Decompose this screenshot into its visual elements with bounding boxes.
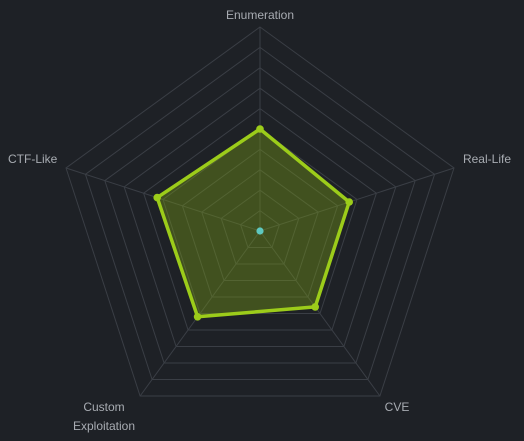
spoke-4 [65, 167, 261, 232]
radar-spokes [65, 27, 455, 397]
axis-label-cve: CVE [385, 400, 410, 414]
radar-series [153, 125, 354, 321]
series-area-0 [155, 127, 351, 319]
grid-ring-3 [201, 169, 319, 281]
grid-ring-9 [84, 46, 436, 380]
axis-label-enumeration: Enumeration [226, 8, 294, 22]
grid-ring-4 [181, 148, 339, 298]
spoke-3 [139, 230, 261, 397]
spoke-2 [259, 230, 381, 397]
grid-ring-7 [123, 87, 397, 347]
center-point [256, 227, 264, 235]
axis-label-real-life: Real-Life [463, 152, 511, 166]
data-point-4 [153, 193, 161, 202]
radar-grid [65, 26, 455, 397]
grid-ring-10 [65, 26, 455, 397]
data-point-0 [256, 125, 264, 133]
data-point-1 [345, 198, 354, 206]
grid-ring-5 [162, 128, 358, 314]
data-point-2 [311, 303, 320, 311]
axis-labels: Enumeration Real-Life CVE Custom Exploitatio… [8, 8, 511, 433]
grid-ring-8 [104, 67, 416, 364]
axis-label-ctf-like: CTF-Like [8, 152, 58, 166]
grid-ring-6 [143, 107, 377, 331]
grid-ring-1 [240, 209, 280, 248]
grid-ring-2 [220, 189, 300, 265]
data-point-3 [193, 313, 202, 321]
spoke-1 [259, 167, 455, 232]
axis-label-custom-exploitation: Custom Exploitation [73, 400, 135, 433]
